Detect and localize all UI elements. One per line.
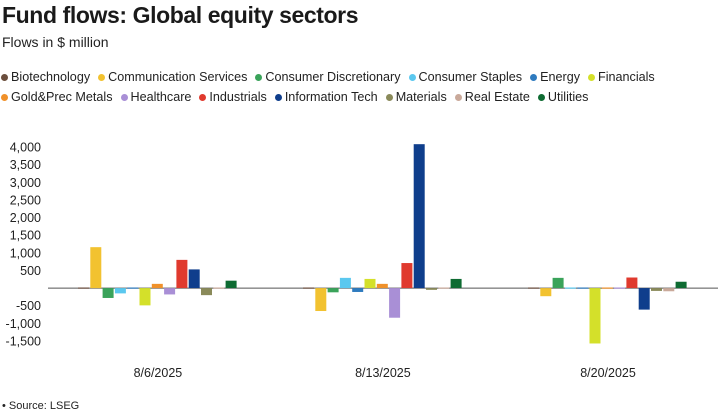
bar-healthcare-8-13-2025 xyxy=(389,288,401,318)
bar-information-tech-8-13-2025 xyxy=(413,144,425,289)
legend-label: Energy xyxy=(540,70,581,84)
legend-item-communication-services: Communication Services xyxy=(97,70,247,84)
legend-swatch xyxy=(1,73,8,81)
bar-communication-services-8-6-2025 xyxy=(90,247,102,289)
bar-materials-8-6-2025 xyxy=(201,288,212,296)
x-category-label: 8/13/2025 xyxy=(355,366,411,380)
legend-label: Utilities xyxy=(547,90,589,104)
y-tick-label: -500 xyxy=(16,299,41,313)
bar-consumer-discretionary-8-13-2025 xyxy=(327,288,339,293)
bar-consumer-staples-8-20-2025 xyxy=(564,287,576,289)
y-tick-label: -1,500 xyxy=(6,335,41,349)
bar-industrials-8-13-2025 xyxy=(401,263,413,289)
source-note: • Source: LSEG xyxy=(2,400,80,412)
bar-healthcare-8-6-2025 xyxy=(164,288,176,295)
bar-energy-8-6-2025 xyxy=(127,287,139,289)
bar-real-estate-8-13-2025 xyxy=(438,287,450,289)
bar-industrials-8-6-2025 xyxy=(176,259,188,289)
legend-label: Financials xyxy=(598,70,655,84)
legend-row: Gold&Prec Metals Healthcare Industrials Inf… xyxy=(0,87,718,107)
bar-communication-services-8-13-2025 xyxy=(315,288,327,312)
legend-item-industrials: Industrials xyxy=(198,90,267,104)
legend-item-gold-prec-metals: Gold&Prec Metals xyxy=(0,90,113,104)
legend-label: Consumer Discretionary xyxy=(265,70,401,84)
y-tick-label: 3,000 xyxy=(10,176,41,190)
x-category-label: 8/20/2025 xyxy=(580,366,636,380)
legend-item-materials: Materials xyxy=(385,90,447,104)
legend-swatch xyxy=(454,93,462,101)
bar-healthcare-8-20-2025 xyxy=(614,287,626,289)
bar-energy-8-20-2025 xyxy=(577,287,589,289)
legend-label: Communication Services xyxy=(108,70,248,84)
bar-industrials-8-20-2025 xyxy=(626,277,638,289)
bar-biotechnology-8-13-2025 xyxy=(303,287,314,289)
bar-real-estate-8-6-2025 xyxy=(213,287,225,289)
y-tick-label: 2,500 xyxy=(10,193,41,207)
y-tick-label: 4,000 xyxy=(10,141,41,155)
legend-label: Materials xyxy=(395,90,447,104)
bar-consumer-staples-8-13-2025 xyxy=(339,277,351,289)
y-tick-label: -1,000 xyxy=(6,317,41,331)
y-tick-label: 500 xyxy=(20,264,41,278)
bar-energy-8-13-2025 xyxy=(352,288,364,292)
legend-item-utilities: Utilities xyxy=(537,90,589,104)
legend-swatch xyxy=(98,73,106,81)
bar-information-tech-8-6-2025 xyxy=(188,269,200,289)
bar-gold-prec-metals-8-13-2025 xyxy=(376,283,388,289)
legend-swatch xyxy=(274,93,282,101)
legend-swatch xyxy=(530,73,538,81)
bar-utilities-8-20-2025 xyxy=(675,281,687,289)
legend-swatch xyxy=(199,93,207,101)
legend-swatch xyxy=(588,73,596,81)
legend-item-biotechnology: Biotechnology xyxy=(0,70,90,84)
legend-item-consumer-staples: Consumer Staples xyxy=(408,70,523,84)
bar-consumer-staples-8-6-2025 xyxy=(114,288,126,294)
bar-utilities-8-13-2025 xyxy=(450,278,462,289)
legend-label: Gold&Prec Metals xyxy=(11,90,113,104)
x-category-label: 8/6/2025 xyxy=(134,366,183,380)
bar-materials-8-20-2025 xyxy=(651,288,662,291)
legend-item-financials: Financials xyxy=(587,70,655,84)
legend-label: Healthcare xyxy=(130,90,192,104)
chart-legend: Biotechnology Communication Services Consu… xyxy=(0,67,718,107)
legend-label: Real Estate xyxy=(464,90,530,104)
legend-item-real-estate: Real Estate xyxy=(454,90,530,104)
legend-item-information-tech: Information Tech xyxy=(274,90,378,104)
legend-item-healthcare: Healthcare xyxy=(120,90,192,104)
bar-gold-prec-metals-8-6-2025 xyxy=(151,283,163,289)
legend-label: Biotechnology xyxy=(11,70,91,84)
chart-subtitle: Flows in $ million xyxy=(2,34,109,50)
bar-information-tech-8-20-2025 xyxy=(638,288,650,310)
y-tick-label: 1,000 xyxy=(10,246,41,260)
bar-communication-services-8-20-2025 xyxy=(540,288,552,297)
legend-swatch xyxy=(537,93,545,101)
bar-gold-prec-metals-8-20-2025 xyxy=(601,287,613,289)
bar-financials-8-13-2025 xyxy=(364,278,376,289)
legend-swatch xyxy=(120,93,128,101)
legend-label: Industrials xyxy=(209,90,267,104)
bar-materials-8-13-2025 xyxy=(426,288,437,290)
bar-financials-8-20-2025 xyxy=(589,288,601,344)
bar-biotechnology-8-20-2025 xyxy=(528,287,539,289)
bar-real-estate-8-20-2025 xyxy=(663,288,675,292)
y-tick-label: 1,500 xyxy=(10,229,41,243)
legend-row: Biotechnology Communication Services Consu… xyxy=(0,67,718,87)
y-tick-label: 3,500 xyxy=(10,158,41,172)
legend-label: Information Tech xyxy=(284,90,378,104)
legend-swatch xyxy=(385,93,393,101)
legend-swatch xyxy=(408,73,416,81)
y-tick-label: 2,000 xyxy=(10,211,41,225)
bar-financials-8-6-2025 xyxy=(139,288,151,306)
bar-consumer-discretionary-8-20-2025 xyxy=(552,277,564,289)
bar-consumer-discretionary-8-6-2025 xyxy=(102,288,114,298)
legend-item-energy: Energy xyxy=(529,70,580,84)
bar-utilities-8-6-2025 xyxy=(225,280,237,289)
bar-biotechnology-8-6-2025 xyxy=(78,287,89,289)
legend-item-consumer-discretionary: Consumer Discretionary xyxy=(254,70,401,84)
legend-swatch xyxy=(255,73,263,81)
chart-title: Fund flows: Global equity sectors xyxy=(2,2,359,28)
legend-swatch xyxy=(1,93,8,101)
legend-label: Consumer Staples xyxy=(418,70,523,84)
